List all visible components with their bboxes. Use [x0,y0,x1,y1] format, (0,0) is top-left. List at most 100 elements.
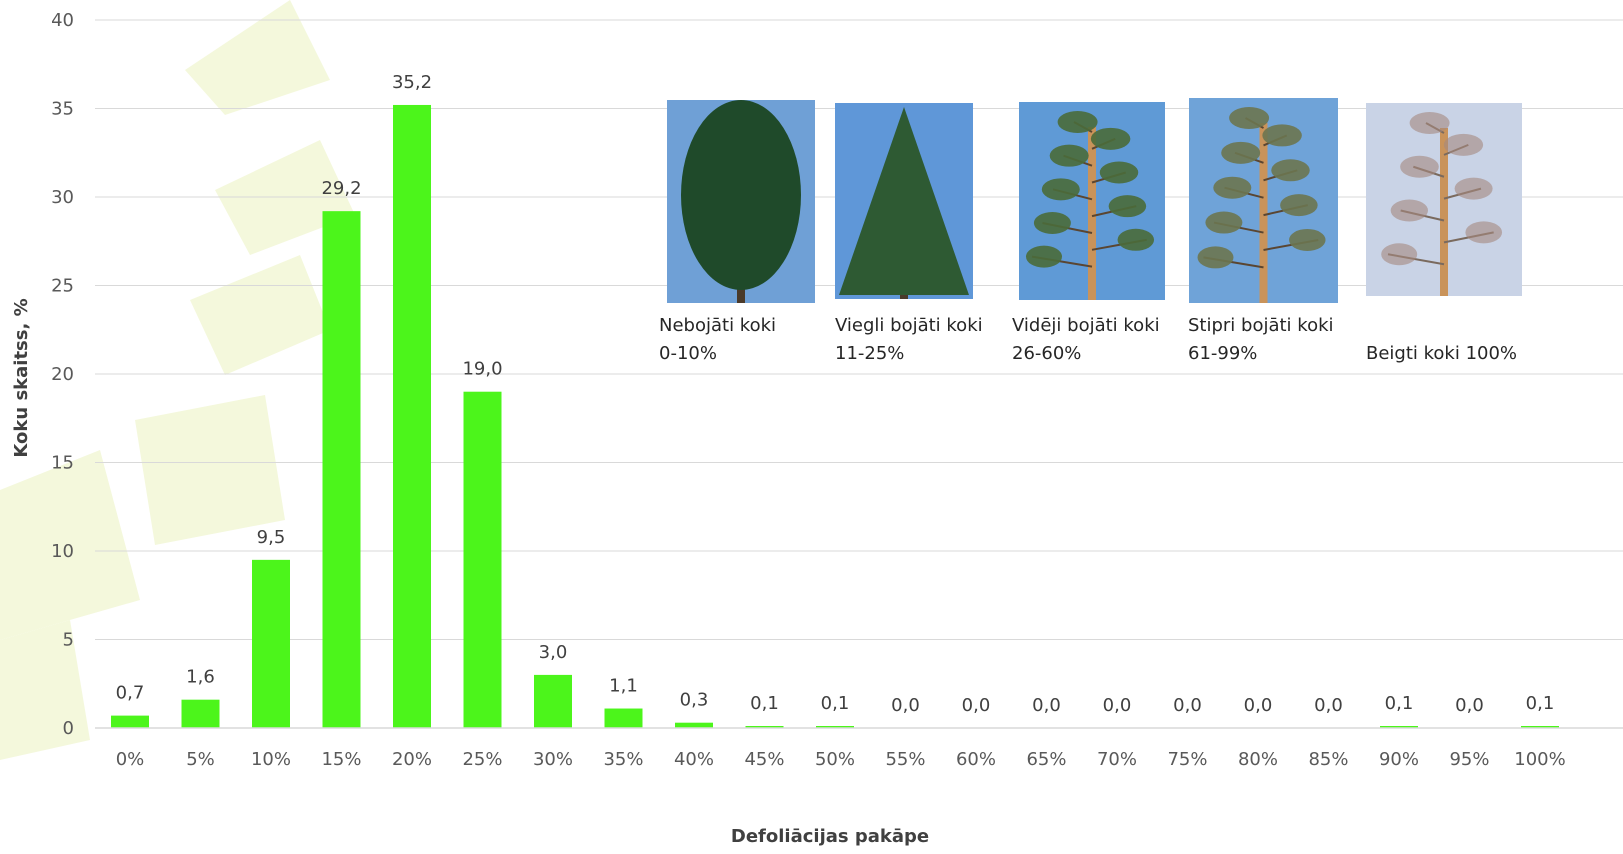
slightly-damaged-spruce-photo: Viegli bojāti koki 11-25% [835,103,983,364]
tree-trunk [1440,128,1448,296]
y-tick-label: 10 [51,541,74,562]
bar-value-label: 0,7 [116,683,145,704]
photo-caption-line1: Vidēji bojāti koki [1012,315,1160,336]
bar-value-label: 0,0 [891,695,920,716]
bar-value-label: 0,0 [1032,695,1061,716]
tree-trunk [1259,123,1268,303]
x-tick-label: 85% [1308,749,1348,770]
bar [816,726,854,728]
photo-caption-line1: Nebojāti koki [659,315,776,336]
bar-value-label: 0,0 [962,695,991,716]
bar [675,722,713,728]
y-tick-label: 0 [63,718,74,739]
foliage-cluster [1117,228,1155,251]
x-tick-label: 55% [885,749,925,770]
y-tick-label: 20 [51,364,74,385]
tree-photo-panel: Nebojāti koki 0-10% Viegli bojāti koki 11-2… [659,98,1522,364]
data-labels: 0,7 1,6 9,5 29,2 35,2 19,0 3,0 1,1 0,3 0,1 0,1 0,0 0… [116,72,1555,716]
x-tick-label: 10% [251,749,291,770]
bar-value-label: 0,1 [1526,693,1555,714]
dead-tree-photo: Beigti koki 100% [1366,103,1522,364]
bar-value-label: 0,0 [1173,695,1202,716]
bar-value-label: 19,0 [462,359,502,380]
bar-value-label: 0,0 [1244,695,1273,716]
bar-value-label: 0,0 [1455,695,1484,716]
foliage-cluster [1049,144,1089,167]
photo-caption-line1: Beigti koki 100% [1366,343,1517,364]
photo-caption-line2: 61-99% [1188,343,1257,364]
y-axis-tick-labels: 0 5 10 15 20 25 30 35 40 [51,10,74,739]
bar [322,211,361,728]
foliage-cluster [1041,178,1080,201]
x-tick-label: 65% [1026,749,1066,770]
tree-crown [681,100,801,290]
y-tick-label: 15 [51,453,74,474]
x-tick-label: 80% [1238,749,1278,770]
bar [463,391,502,728]
y-tick-label: 5 [63,630,74,651]
bar-value-label: 0,1 [750,693,779,714]
x-tick-label: 25% [462,749,502,770]
foliage-cluster [1205,211,1243,234]
photo-caption-line2: 11-25% [835,343,904,364]
bar-value-label: 1,1 [609,676,638,697]
foliage-cluster [1090,127,1131,150]
bar-value-label: 35,2 [392,72,432,93]
tree-crown [839,107,969,295]
foliage-cluster [1221,141,1261,164]
foliage-cluster [1400,155,1439,178]
foliage-cluster [1262,124,1302,147]
x-tick-label: 0% [116,749,145,770]
x-tick-label: 40% [674,749,714,770]
severely-damaged-pine-photo: Stipri bojāti koki 61-99% [1188,98,1338,364]
photo-caption-line1: Viegli bojāti koki [835,315,983,336]
tree-trunk [1088,127,1096,300]
foliage-cluster [1229,107,1270,129]
bg-shape [0,450,140,640]
x-axis-title: Defoliācijas pakāpe [731,826,929,847]
bg-shape [135,395,285,545]
bar [1380,726,1418,728]
foliage-cluster [1033,211,1071,234]
bar-value-label: 9,5 [257,527,286,548]
bar-value-label: 0,1 [821,693,850,714]
x-tick-label: 60% [956,749,996,770]
foliage-cluster [1454,177,1493,200]
bar-value-label: 0,0 [1314,695,1343,716]
foliage-cluster [1108,195,1147,218]
bar [111,715,149,728]
y-tick-label: 35 [51,99,74,120]
x-tick-label: 95% [1449,749,1489,770]
bg-shape [0,620,90,760]
bar [252,559,290,728]
bg-shape [185,0,330,115]
moderately-damaged-pine-photo: Vidēji bojāti koki 26-60% [1012,102,1165,364]
bar-value-label: 0,1 [1385,693,1414,714]
foliage-cluster [1271,159,1310,182]
photo-caption-line2: 26-60% [1012,343,1081,364]
y-tick-label: 40 [51,10,74,31]
bar [181,699,220,728]
y-axis-title: Koku skaitss, % [11,298,32,457]
bar [393,104,431,728]
x-tick-label: 50% [815,749,855,770]
bar-value-label: 0,0 [1103,695,1132,716]
photo-caption-line2: 0-10% [659,343,717,364]
x-tick-label: 70% [1097,749,1137,770]
foliage-cluster [1280,194,1318,217]
x-tick-label: 45% [744,749,784,770]
y-tick-label: 30 [51,187,74,208]
bar [745,726,784,728]
bar-value-label: 1,6 [186,667,215,688]
foliage-cluster [1409,112,1450,134]
foliage-cluster [1026,245,1062,268]
x-tick-label: 20% [392,749,432,770]
healthy-pine-photo: Nebojāti koki 0-10% [659,100,815,364]
bar-value-label: 0,3 [680,690,709,711]
x-tick-label: 30% [533,749,573,770]
foliage-cluster [1057,111,1098,133]
x-tick-label: 100% [1514,749,1565,770]
y-tick-label: 25 [51,276,74,297]
